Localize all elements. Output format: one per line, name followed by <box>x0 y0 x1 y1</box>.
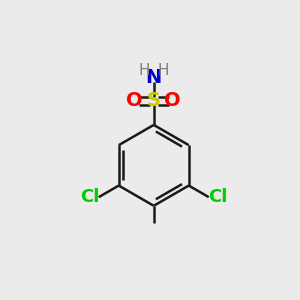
Text: Cl: Cl <box>80 188 100 206</box>
Text: Cl: Cl <box>208 188 227 206</box>
Text: S: S <box>147 91 161 110</box>
Text: O: O <box>127 91 143 110</box>
Text: O: O <box>164 91 181 110</box>
Text: H: H <box>138 63 150 78</box>
Text: H: H <box>158 63 169 78</box>
Text: N: N <box>146 68 162 87</box>
